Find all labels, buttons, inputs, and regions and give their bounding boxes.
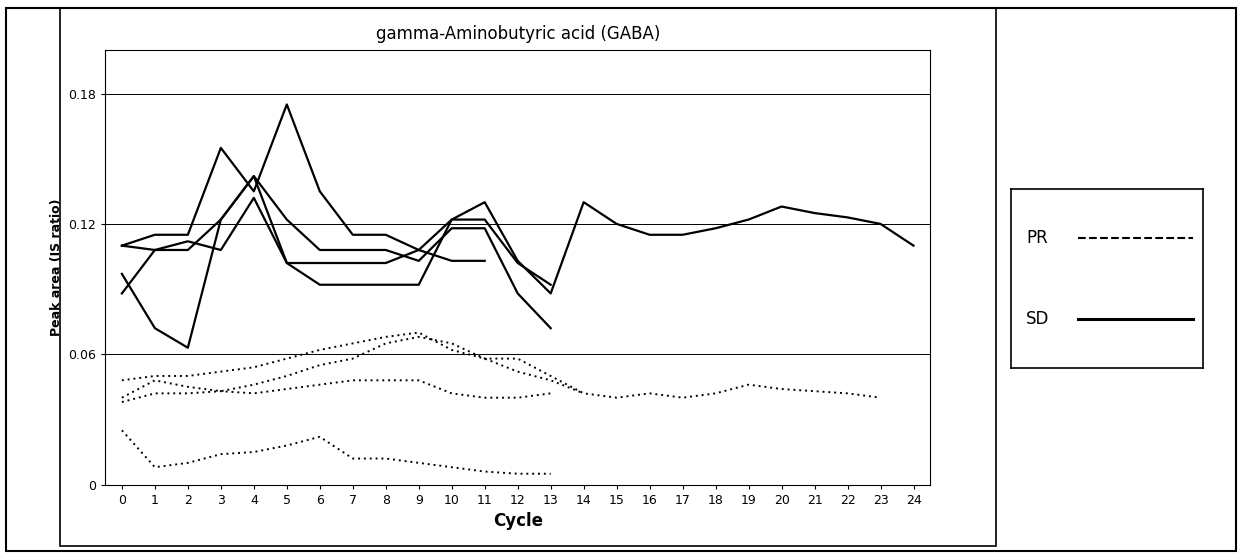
X-axis label: Cycle: Cycle bbox=[492, 512, 543, 530]
Text: PR: PR bbox=[1025, 228, 1048, 247]
Text: SD: SD bbox=[1025, 310, 1049, 329]
Title: gamma-Aminobutyric acid (GABA): gamma-Aminobutyric acid (GABA) bbox=[376, 25, 660, 43]
Y-axis label: Peak area (IS ratio): Peak area (IS ratio) bbox=[50, 199, 63, 336]
